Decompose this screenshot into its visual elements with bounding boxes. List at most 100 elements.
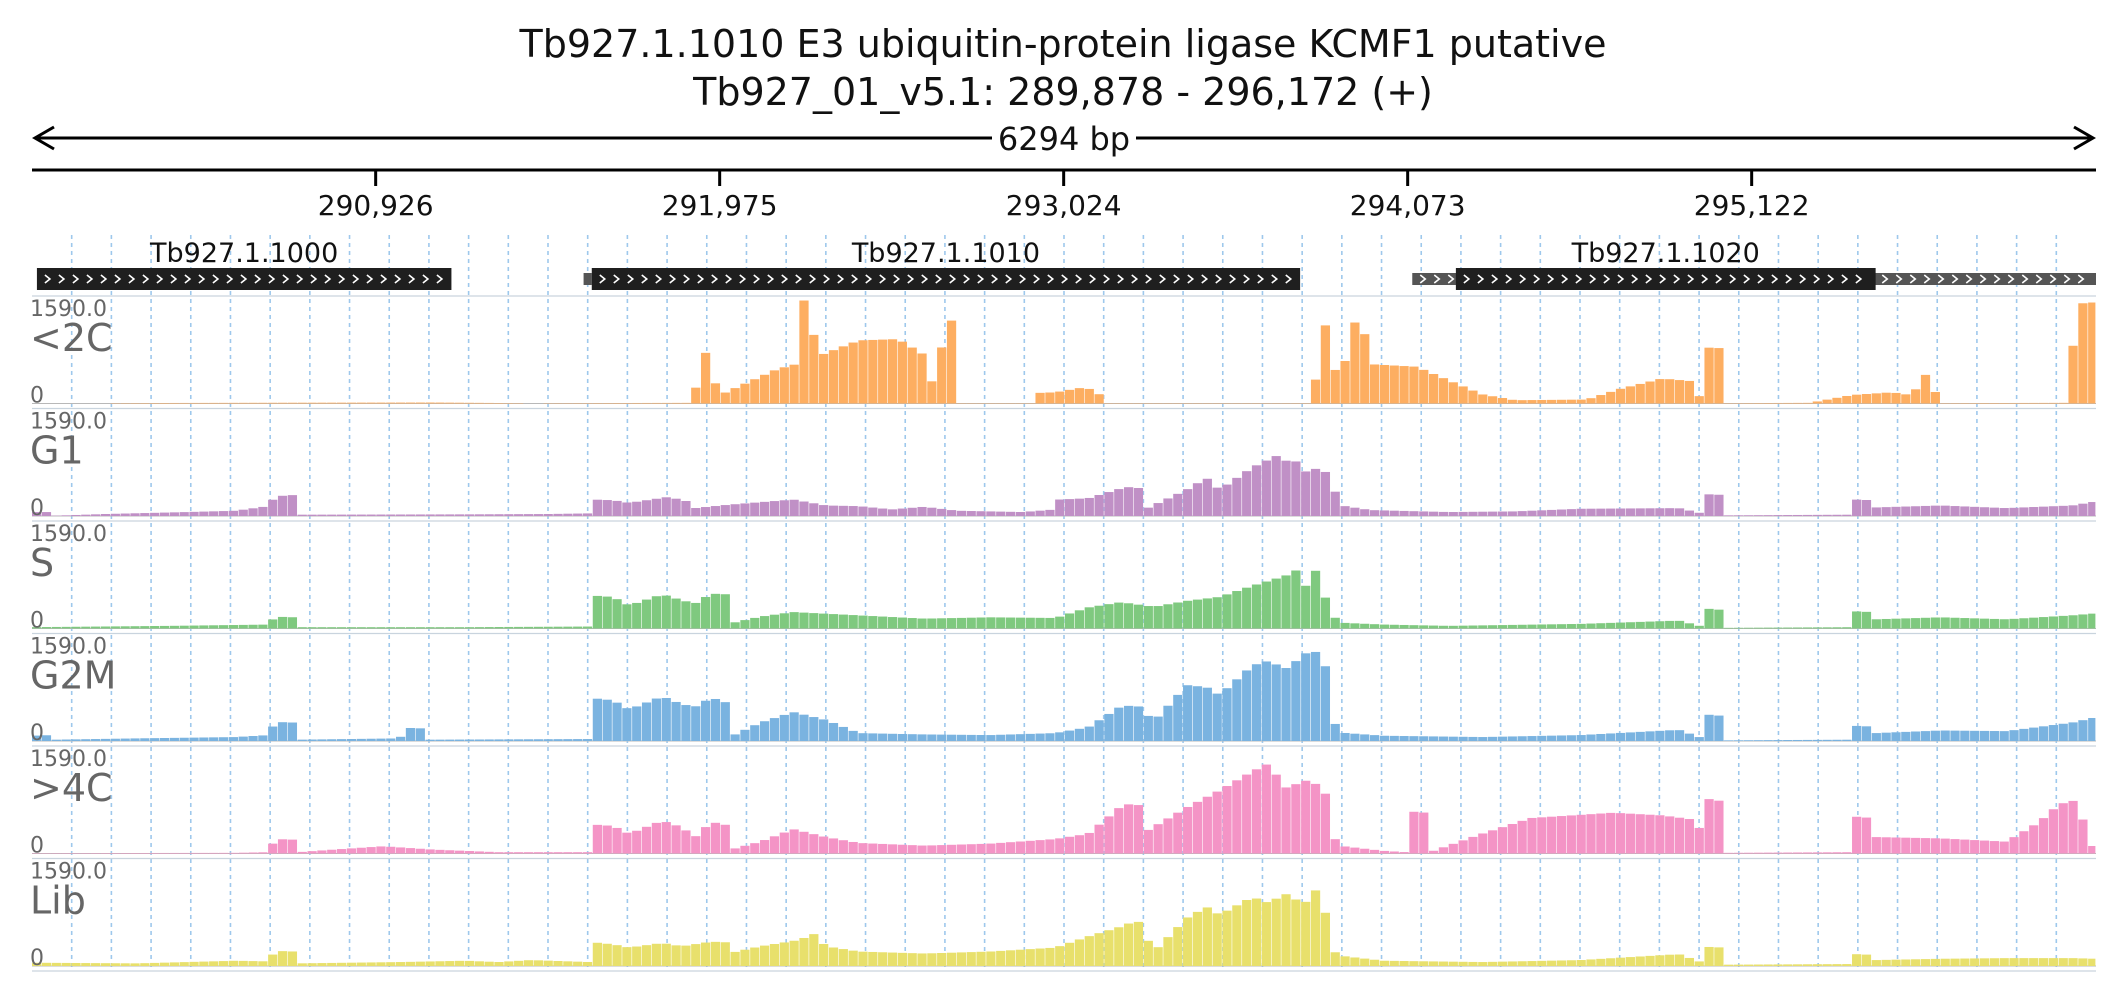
strand-chevron-icon bbox=[226, 274, 234, 284]
coverage-bar bbox=[1202, 687, 1212, 741]
coverage-bar bbox=[848, 615, 858, 629]
coverage-bar bbox=[720, 505, 730, 516]
coverage-bar bbox=[573, 739, 583, 741]
coverage-bar bbox=[671, 945, 681, 966]
gene-label: Tb927.1.1000 bbox=[149, 238, 338, 269]
coverage-bar bbox=[140, 963, 150, 966]
strand-chevron-icon bbox=[809, 274, 817, 284]
coverage-bar bbox=[1478, 833, 1488, 854]
coverage-bar bbox=[779, 613, 789, 629]
coverage-bar bbox=[1999, 841, 2009, 854]
coverage-bar bbox=[1055, 499, 1065, 516]
strand-chevron-icon bbox=[1937, 274, 1945, 284]
coverage-bar bbox=[1881, 959, 1891, 966]
coverage-bar bbox=[336, 627, 347, 629]
coverage-bar bbox=[1537, 817, 1547, 854]
coverage-bar bbox=[750, 502, 760, 516]
coverage-bar bbox=[228, 402, 238, 404]
strand-chevron-icon bbox=[977, 274, 985, 284]
strand-chevron-icon bbox=[1187, 274, 1195, 284]
coverage-bar bbox=[671, 825, 681, 854]
coverage-bar bbox=[848, 950, 858, 966]
coverage-bar bbox=[1822, 399, 1832, 404]
coverage-bar bbox=[1871, 837, 1881, 854]
coverage-bar bbox=[1163, 604, 1173, 629]
coverage-bar bbox=[789, 364, 799, 404]
coverage-bar bbox=[346, 848, 357, 854]
coverage-bar bbox=[297, 627, 307, 629]
coverage-bar bbox=[868, 733, 878, 741]
coverage-bar bbox=[612, 500, 622, 516]
coverage-bar bbox=[120, 738, 130, 741]
coverage-bar bbox=[1497, 736, 1508, 741]
coverage-bar bbox=[1507, 399, 1517, 404]
coverage-bar bbox=[553, 513, 563, 516]
coverage-bar bbox=[1488, 396, 1498, 404]
coverage-bar bbox=[287, 839, 298, 854]
coverage-bar bbox=[32, 735, 42, 741]
coverage-bar bbox=[1812, 964, 1822, 966]
coverage-bar bbox=[1517, 624, 1527, 629]
coverage-bar bbox=[228, 737, 238, 741]
coverage-bar bbox=[1330, 491, 1340, 516]
coverage-bar bbox=[1458, 625, 1468, 629]
coverage-bar bbox=[907, 507, 917, 516]
coverage-bar bbox=[927, 734, 937, 741]
coverage-bar bbox=[130, 626, 140, 629]
coverage-bar bbox=[651, 943, 662, 966]
coverage-bar bbox=[1005, 842, 1016, 854]
strand-chevron-icon bbox=[1909, 274, 1917, 284]
coverage-bar bbox=[2048, 958, 2059, 966]
coverage-bar bbox=[327, 514, 337, 516]
coverage-bar bbox=[1084, 607, 1094, 629]
coverage-bar bbox=[1045, 392, 1055, 404]
coverage-bar bbox=[32, 627, 42, 629]
coverage-bar bbox=[1576, 508, 1586, 516]
strand-chevron-icon bbox=[627, 274, 635, 284]
coverage-bar bbox=[740, 949, 750, 966]
coverage-bar bbox=[543, 739, 553, 741]
coverage-bar bbox=[966, 511, 976, 516]
coverage-bar bbox=[1596, 733, 1606, 741]
coverage-bar bbox=[100, 738, 111, 741]
coverage-bar bbox=[1871, 619, 1881, 629]
gene-model bbox=[591, 268, 1301, 290]
coverage-bar bbox=[268, 499, 278, 516]
coverage-bar bbox=[1232, 477, 1242, 516]
coverage-bar bbox=[1783, 740, 1793, 741]
strand-chevron-icon bbox=[1895, 274, 1903, 284]
coverage-bar bbox=[435, 514, 445, 516]
coverage-bar bbox=[907, 347, 917, 404]
coverage-bar bbox=[1310, 890, 1321, 966]
strand-chevron-icon bbox=[1659, 274, 1667, 284]
coverage-bar bbox=[366, 514, 376, 516]
coverage-bar bbox=[1261, 902, 1271, 966]
coverage-bar bbox=[287, 402, 298, 404]
strand-chevron-icon bbox=[753, 274, 761, 284]
strand-chevron-icon bbox=[184, 274, 192, 284]
track-ymax-label: 1590.0 bbox=[30, 635, 107, 660]
coverage-bar bbox=[1566, 735, 1576, 741]
coverage-bar bbox=[1369, 510, 1380, 516]
coverage-bar bbox=[976, 617, 986, 629]
coverage-bar bbox=[976, 951, 986, 966]
coverage-bar bbox=[1369, 849, 1380, 854]
coverage-bar bbox=[464, 851, 475, 854]
strand-chevron-icon bbox=[1047, 274, 1055, 284]
coverage-bar bbox=[2058, 505, 2068, 516]
coverage-bar bbox=[1438, 736, 1449, 741]
coverage-bar bbox=[376, 846, 386, 854]
coverage-bar bbox=[238, 402, 248, 404]
coverage-bar bbox=[1045, 947, 1055, 966]
coverage-bar bbox=[1674, 730, 1685, 741]
coverage-bar bbox=[2029, 617, 2039, 629]
coverage-bar bbox=[159, 512, 170, 516]
coverage-bar bbox=[612, 945, 622, 966]
coverage-bar bbox=[1606, 622, 1616, 629]
coverage-bar bbox=[523, 514, 534, 516]
strand-chevron-icon bbox=[1785, 274, 1793, 284]
coverage-bar bbox=[1074, 728, 1085, 741]
coverage-bar bbox=[2019, 958, 2029, 966]
coverage-bar bbox=[641, 500, 652, 516]
coverage-bar bbox=[2009, 618, 2019, 629]
